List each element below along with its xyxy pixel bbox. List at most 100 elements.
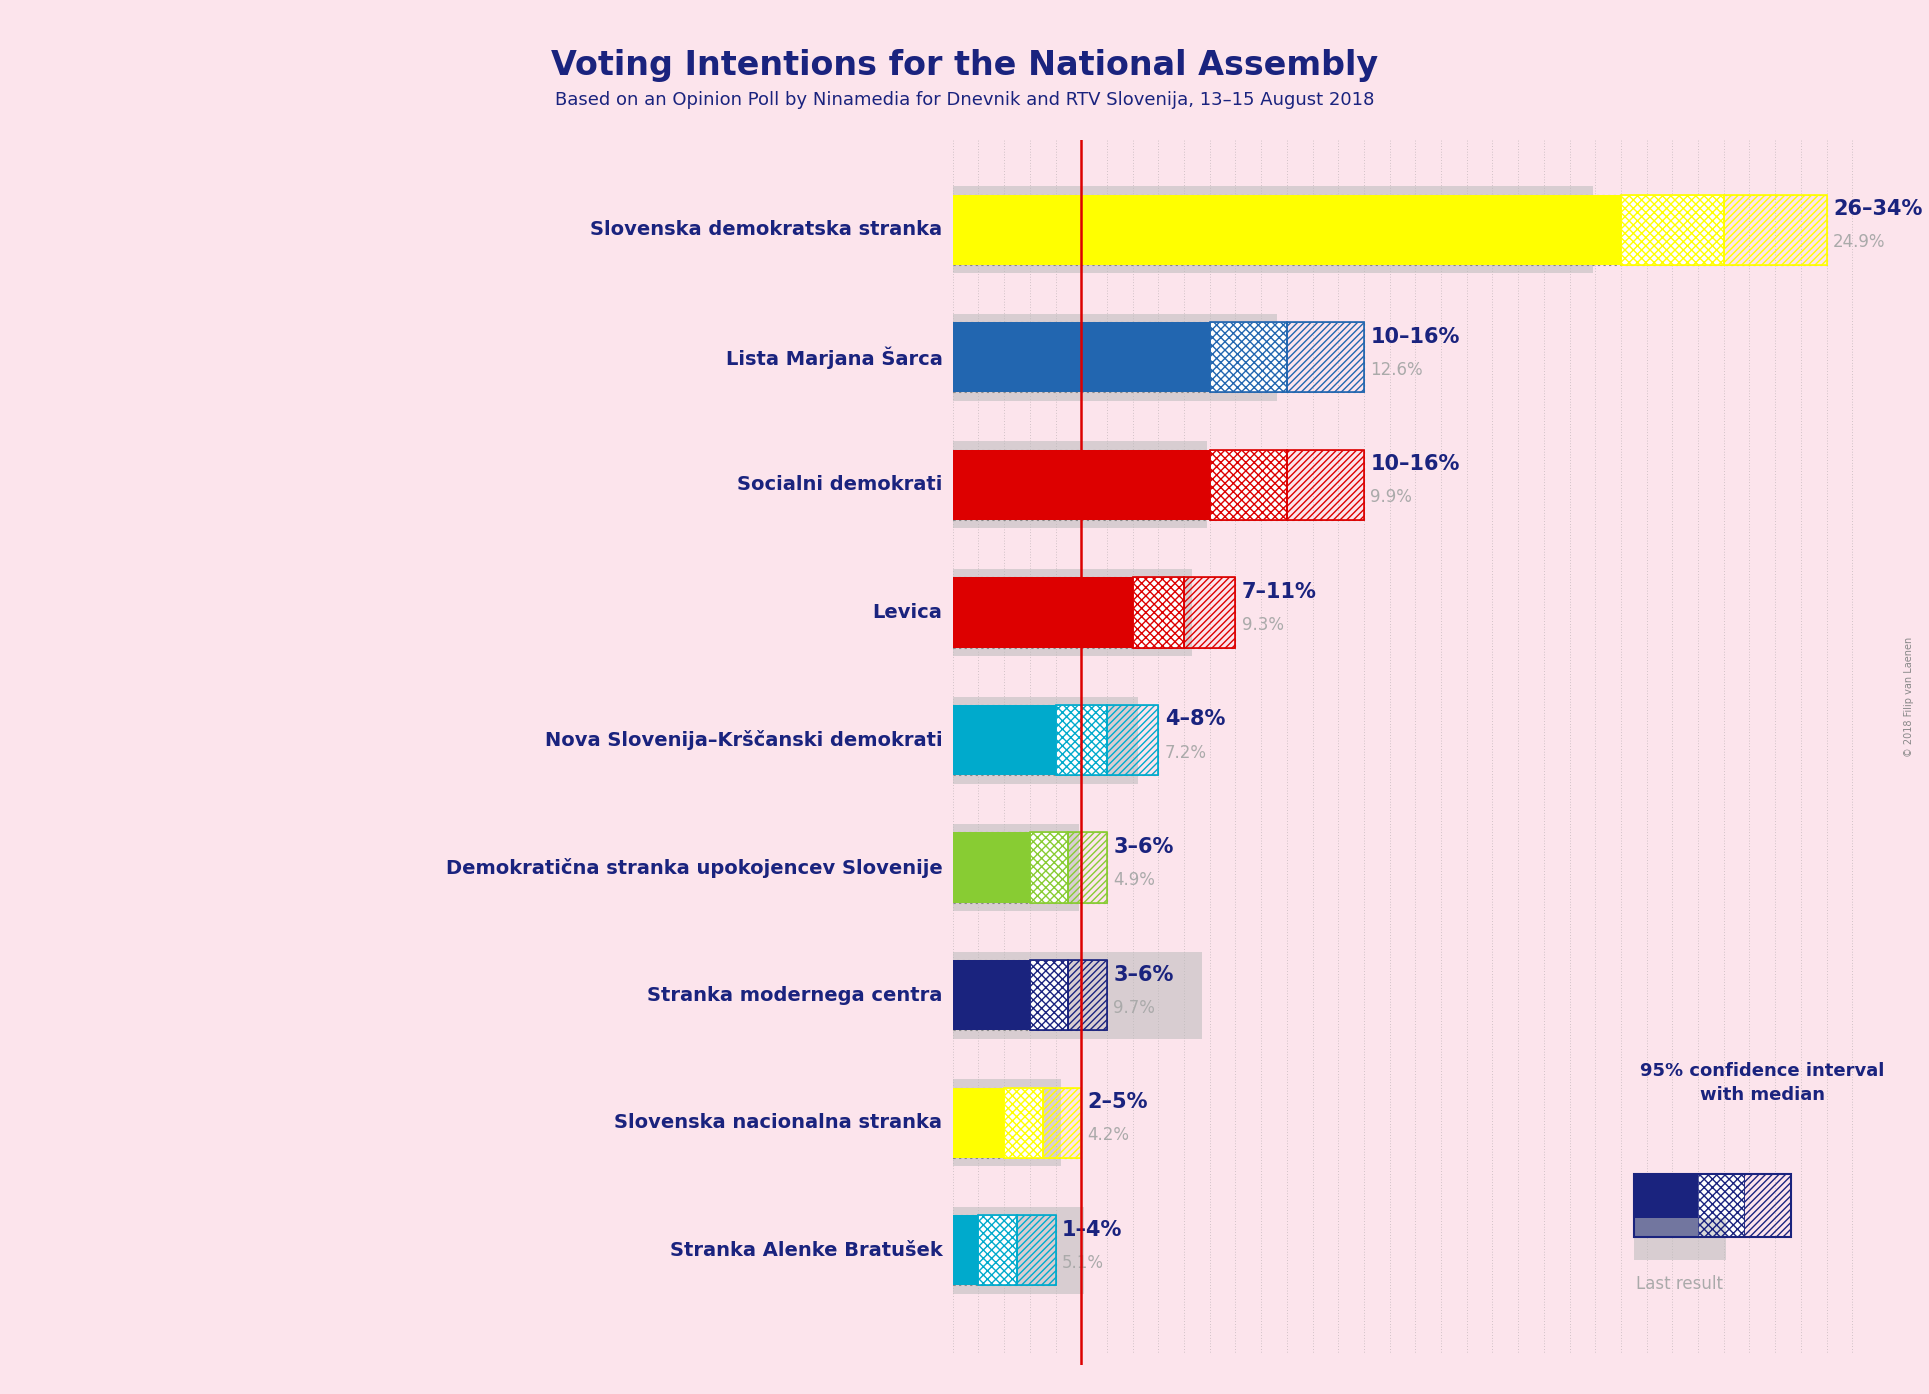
Bar bbox=[978, 1216, 1017, 1285]
Bar bbox=[953, 952, 1202, 1039]
Bar bbox=[1209, 322, 1287, 392]
Text: 1–4%: 1–4% bbox=[1063, 1220, 1123, 1239]
Bar bbox=[1620, 195, 1725, 265]
Bar bbox=[953, 1216, 978, 1285]
Bar bbox=[1069, 960, 1107, 1030]
Bar bbox=[1069, 960, 1107, 1030]
Text: Voting Intentions for the National Assembly: Voting Intentions for the National Assem… bbox=[552, 49, 1377, 82]
Bar bbox=[953, 832, 1030, 903]
Bar bbox=[978, 1216, 1017, 1285]
Text: 2–5%: 2–5% bbox=[1088, 1092, 1148, 1112]
Bar bbox=[1132, 577, 1184, 648]
Text: Stranka modernega centra: Stranka modernega centra bbox=[646, 986, 943, 1005]
Text: 5.1%: 5.1% bbox=[1063, 1253, 1103, 1271]
Bar bbox=[953, 450, 1364, 520]
Bar bbox=[953, 1216, 1055, 1285]
Text: 9.9%: 9.9% bbox=[1370, 488, 1412, 506]
Bar bbox=[1184, 577, 1235, 648]
Text: 4.2%: 4.2% bbox=[1088, 1126, 1130, 1144]
Text: 10–16%: 10–16% bbox=[1370, 326, 1460, 347]
Bar bbox=[1209, 450, 1287, 520]
Bar bbox=[953, 195, 1620, 265]
Bar bbox=[1634, 1174, 1698, 1238]
Bar bbox=[953, 824, 1078, 912]
Text: 3–6%: 3–6% bbox=[1113, 836, 1173, 857]
Text: 9.7%: 9.7% bbox=[1113, 998, 1155, 1016]
Bar bbox=[1209, 450, 1287, 520]
Bar bbox=[953, 1207, 1084, 1294]
Bar bbox=[953, 1079, 1061, 1167]
Bar bbox=[1184, 577, 1235, 648]
Text: Slovenska nacionalna stranka: Slovenska nacionalna stranka bbox=[615, 1114, 943, 1132]
Bar bbox=[1698, 1174, 1744, 1238]
Text: Demokratična stranka upokojencev Slovenije: Demokratična stranka upokojencev Sloveni… bbox=[446, 857, 943, 878]
Bar bbox=[1287, 322, 1364, 392]
Bar bbox=[1209, 450, 1287, 520]
Text: 26–34%: 26–34% bbox=[1833, 199, 1923, 219]
Bar bbox=[953, 697, 1138, 783]
Text: 10–16%: 10–16% bbox=[1370, 454, 1460, 474]
Bar bbox=[953, 577, 1132, 648]
Bar bbox=[1017, 1216, 1055, 1285]
Bar bbox=[953, 1087, 1082, 1158]
Bar bbox=[1634, 1174, 1790, 1238]
Bar bbox=[1620, 195, 1725, 265]
Bar bbox=[978, 1216, 1017, 1285]
Bar bbox=[1698, 1174, 1744, 1238]
Bar bbox=[1030, 960, 1069, 1030]
Text: 12.6%: 12.6% bbox=[1370, 361, 1424, 379]
Bar bbox=[1287, 450, 1364, 520]
Bar bbox=[953, 960, 1030, 1030]
Bar bbox=[1744, 1174, 1790, 1238]
Bar bbox=[1209, 322, 1287, 392]
Bar bbox=[1005, 1087, 1044, 1158]
Bar bbox=[1069, 832, 1107, 903]
Bar bbox=[1030, 832, 1069, 903]
Text: Stranka Alenke Bratušek: Stranka Alenke Bratušek bbox=[669, 1241, 943, 1260]
Bar bbox=[1107, 705, 1157, 775]
Bar bbox=[1725, 195, 1827, 265]
Bar bbox=[953, 832, 1107, 903]
Text: Lista Marjana Šarca: Lista Marjana Šarca bbox=[725, 346, 943, 368]
Bar bbox=[1044, 1087, 1082, 1158]
Bar bbox=[953, 195, 1827, 265]
Bar bbox=[1055, 705, 1107, 775]
Bar bbox=[953, 705, 1157, 775]
Bar bbox=[953, 450, 1209, 520]
Bar bbox=[1287, 450, 1364, 520]
Bar bbox=[1287, 322, 1364, 392]
Text: 4.9%: 4.9% bbox=[1113, 871, 1155, 889]
Bar bbox=[1005, 1087, 1044, 1158]
Text: Socialni demokrati: Socialni demokrati bbox=[737, 475, 943, 495]
Text: 7–11%: 7–11% bbox=[1242, 581, 1318, 602]
Bar bbox=[1725, 195, 1827, 265]
Text: Based on an Opinion Poll by Ninamedia for Dnevnik and RTV Slovenija, 13–15 Augus: Based on an Opinion Poll by Ninamedia fo… bbox=[556, 91, 1373, 109]
Bar bbox=[953, 187, 1593, 273]
Bar bbox=[1030, 832, 1069, 903]
Text: 24.9%: 24.9% bbox=[1833, 233, 1885, 251]
Bar bbox=[953, 1087, 1005, 1158]
Text: 9.3%: 9.3% bbox=[1242, 616, 1285, 634]
Bar bbox=[1620, 195, 1725, 265]
Text: 95% confidence interval
with median: 95% confidence interval with median bbox=[1640, 1062, 1885, 1104]
Bar bbox=[1634, 1217, 1726, 1260]
Bar bbox=[1107, 705, 1157, 775]
Text: Last result: Last result bbox=[1636, 1276, 1723, 1294]
Text: Nova Slovenija–Krščanski demokrati: Nova Slovenija–Krščanski demokrati bbox=[544, 730, 943, 750]
Bar bbox=[1005, 1087, 1044, 1158]
Text: © 2018 Filip van Laenen: © 2018 Filip van Laenen bbox=[1904, 637, 1914, 757]
Bar bbox=[953, 577, 1235, 648]
Bar bbox=[1055, 705, 1107, 775]
Text: Levica: Levica bbox=[872, 604, 943, 622]
Bar bbox=[953, 322, 1364, 392]
Bar bbox=[1069, 832, 1107, 903]
Bar bbox=[953, 322, 1209, 392]
Bar bbox=[1030, 832, 1069, 903]
Bar bbox=[953, 442, 1208, 528]
Bar bbox=[1209, 322, 1287, 392]
Text: 4–8%: 4–8% bbox=[1165, 710, 1225, 729]
Bar bbox=[1030, 960, 1069, 1030]
Text: 3–6%: 3–6% bbox=[1113, 965, 1173, 984]
Bar bbox=[1030, 960, 1069, 1030]
Bar bbox=[1044, 1087, 1082, 1158]
